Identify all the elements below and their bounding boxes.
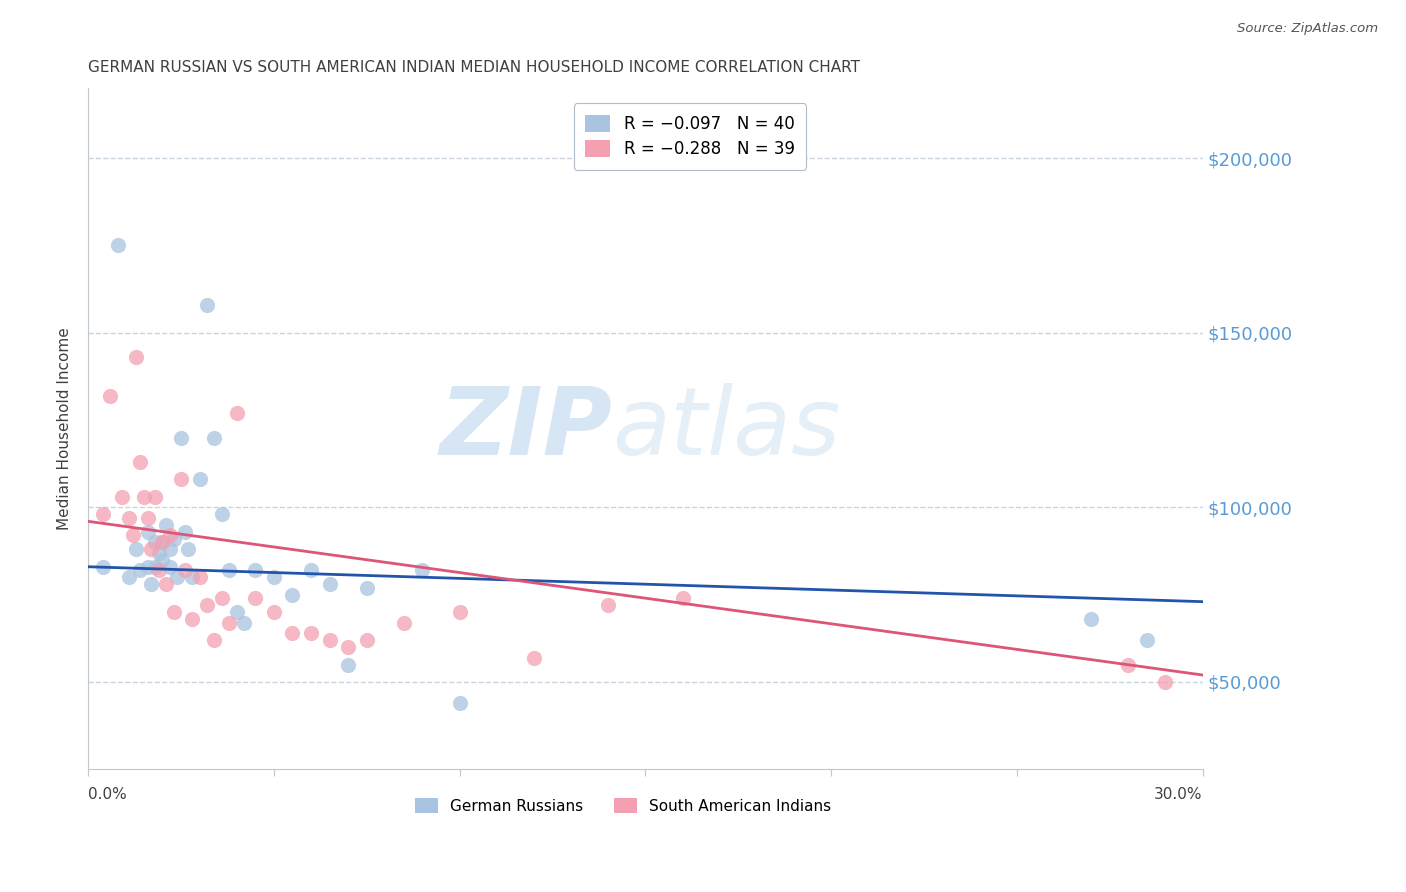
Point (211, 508, 233, 522)
Point (337, 640, 360, 654)
Point (129, 563, 152, 577)
Point (129, 455, 152, 469)
Y-axis label: Median Household Income: Median Household Income (58, 327, 72, 530)
Point (152, 553, 174, 567)
Point (449, 696, 471, 710)
Point (181, 612, 204, 626)
Text: ZIP: ZIP (439, 383, 612, 475)
Point (143, 535, 166, 549)
Point (411, 563, 433, 577)
Point (148, 546, 170, 560)
Point (118, 570, 141, 584)
Point (125, 542, 148, 557)
Point (356, 633, 378, 648)
Point (91, 508, 114, 522)
Point (91, 559, 114, 574)
Point (195, 598, 218, 612)
Point (159, 528, 181, 542)
Point (318, 633, 340, 648)
Point (281, 626, 304, 640)
Point (141, 542, 163, 557)
Point (337, 657, 360, 672)
Point (318, 577, 340, 591)
Point (162, 605, 184, 619)
Point (392, 615, 415, 630)
Point (155, 517, 177, 532)
Point (281, 588, 304, 602)
Point (166, 570, 188, 584)
Text: atlas: atlas (612, 384, 841, 475)
Point (1080, 612, 1102, 626)
Point (523, 650, 546, 665)
Point (170, 472, 193, 486)
Point (136, 559, 159, 574)
Point (159, 542, 181, 557)
Point (195, 298, 218, 312)
Point (225, 605, 247, 619)
Legend: German Russians, South American Indians: German Russians, South American Indians (406, 789, 841, 823)
Point (218, 615, 240, 630)
Point (263, 605, 285, 619)
Point (155, 577, 177, 591)
Point (100, 389, 122, 403)
Point (143, 559, 166, 574)
Point (225, 406, 247, 420)
Point (299, 563, 322, 577)
Text: 30.0%: 30.0% (1154, 787, 1202, 802)
Point (1116, 657, 1139, 672)
Point (107, 238, 129, 252)
Text: Source: ZipAtlas.com: Source: ZipAtlas.com (1237, 22, 1378, 36)
Point (204, 633, 226, 648)
Point (173, 524, 195, 539)
Point (118, 511, 141, 525)
Point (245, 591, 267, 606)
Point (1136, 633, 1159, 648)
Point (173, 563, 195, 577)
Point (121, 528, 143, 542)
Point (110, 490, 132, 504)
Point (177, 542, 200, 557)
Point (162, 532, 184, 546)
Point (245, 563, 267, 577)
Point (148, 563, 170, 577)
Point (132, 490, 155, 504)
Point (181, 570, 204, 584)
Point (263, 570, 285, 584)
Point (1154, 675, 1177, 690)
Text: 0.0%: 0.0% (89, 787, 127, 802)
Point (671, 591, 693, 606)
Point (143, 490, 166, 504)
Point (299, 626, 322, 640)
Point (188, 570, 211, 584)
Point (211, 591, 233, 606)
Point (136, 524, 159, 539)
Point (449, 605, 471, 619)
Point (152, 535, 174, 549)
Point (218, 563, 240, 577)
Point (141, 577, 163, 591)
Point (188, 472, 211, 486)
Point (136, 511, 159, 525)
Point (598, 598, 620, 612)
Point (356, 581, 378, 595)
Point (152, 535, 174, 549)
Point (125, 350, 148, 364)
Point (170, 430, 193, 444)
Point (233, 615, 256, 630)
Text: GERMAN RUSSIAN VS SOUTH AMERICAN INDIAN MEDIAN HOUSEHOLD INCOME CORRELATION CHAR: GERMAN RUSSIAN VS SOUTH AMERICAN INDIAN … (89, 60, 860, 75)
Point (159, 559, 181, 574)
Point (204, 430, 226, 444)
